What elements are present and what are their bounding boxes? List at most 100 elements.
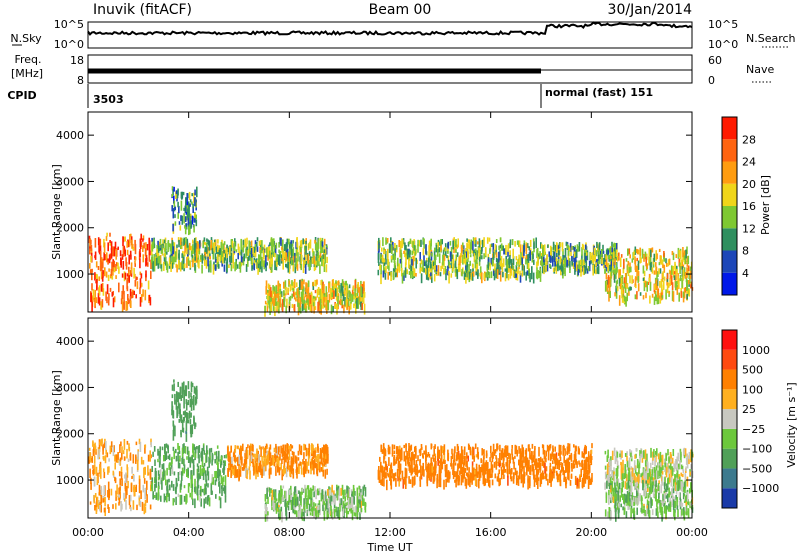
echo-cell-1 [153, 495, 156, 499]
echo-cell-3 [229, 451, 231, 462]
echo-cell-1 [180, 241, 183, 246]
echo-cell-5 [410, 451, 413, 460]
echo-cell-1 [317, 243, 319, 251]
echo-cell-5 [599, 250, 602, 258]
echo-cell-4 [450, 263, 452, 269]
nsearch-tick-top: 10^5 [708, 18, 738, 31]
echo-cell-1 [243, 253, 245, 262]
echo-cell-0 [130, 300, 132, 308]
echo-cell-5 [520, 476, 523, 484]
echo-cell-1 [172, 498, 175, 506]
echo-cell-0 [89, 452, 91, 460]
echo-cell-3 [272, 302, 275, 311]
echo-cell-1 [175, 455, 178, 462]
echo-cell-3 [276, 302, 279, 309]
echo-cell-1 [186, 238, 189, 246]
echo-cell-4 [519, 270, 521, 276]
echo-cell-3 [304, 463, 307, 467]
echo-cell-3 [290, 468, 293, 474]
echo-cell-4 [274, 491, 276, 502]
echo-cell-3 [289, 295, 292, 301]
echo-cell-0 [142, 238, 144, 242]
echo-cell-4 [399, 244, 402, 250]
echo-cell-6 [678, 292, 680, 302]
echo-cell-1 [205, 497, 207, 504]
echo-cell-6 [644, 280, 647, 288]
echo-cell-5 [594, 247, 596, 255]
echo-cell-4 [516, 261, 518, 267]
echo-cell-6 [646, 281, 648, 292]
echo-cell-3 [280, 445, 282, 454]
echo-cell-4 [384, 269, 387, 280]
echo-cell-1 [235, 261, 237, 270]
echo-cell-0 [106, 452, 109, 458]
echo-cell-1 [254, 244, 257, 251]
echo-cell-5 [419, 448, 422, 456]
echo-cell-3 [287, 287, 289, 294]
echo-cell-5 [584, 268, 587, 274]
echo-cell-4 [462, 242, 464, 249]
echo-cell-3 [356, 287, 359, 296]
echo-cell-5 [573, 250, 576, 259]
echo-cell-5 [436, 475, 439, 484]
echo-cell-0 [104, 447, 107, 451]
echo-cell-4 [346, 487, 349, 492]
echo-cell-4 [351, 491, 354, 496]
echo-cell-3 [313, 298, 315, 303]
echo-cell-5 [425, 445, 427, 455]
echo-cell-5 [503, 466, 505, 472]
echo-cell-2 [177, 201, 179, 208]
echo-cell-5 [560, 269, 562, 276]
echo-cell-3 [264, 305, 266, 313]
echo-cell-1 [171, 467, 174, 475]
echo-cell-5 [485, 467, 487, 475]
echo-cell-1 [193, 247, 195, 254]
echo-cell-4 [489, 244, 492, 252]
echo-cell-4 [495, 268, 498, 274]
echo-cell-5 [498, 479, 500, 487]
echo-cell-2 [186, 202, 188, 212]
echo-cell-1 [195, 237, 197, 245]
echo-cell-0 [126, 249, 129, 256]
echo-cell-5 [478, 473, 481, 480]
echo-cell-0 [92, 449, 95, 456]
echo-cell-4 [414, 245, 417, 256]
echo-cell-4 [400, 249, 402, 257]
echo-cell-5 [534, 448, 536, 458]
echo-cell-3 [340, 298, 342, 306]
echo-cell-5 [409, 464, 411, 473]
echo-cell-4 [421, 266, 424, 272]
echo-cell-6 [690, 452, 692, 463]
echo-cell-6 [659, 295, 661, 299]
echo-cell-4 [281, 512, 283, 523]
echo-cell-3 [290, 460, 292, 470]
freq-label-2: [MHz] [11, 67, 43, 80]
echo-cell-3 [286, 443, 289, 449]
echo-cell-4 [500, 243, 503, 251]
echo-cell-1 [250, 240, 253, 248]
echo-cell-4 [493, 273, 496, 281]
echo-cell-4 [272, 497, 274, 507]
echo-cell-4 [395, 244, 398, 250]
echo-cell-4 [519, 244, 522, 254]
echo-cell-1 [187, 483, 190, 493]
echo-cell-5 [595, 262, 597, 267]
echo-cell-1 [325, 264, 328, 273]
echo-cell-3 [360, 301, 362, 310]
echo-cell-0 [109, 232, 111, 237]
echo-cell-4 [515, 265, 518, 273]
echo-cell-5 [551, 451, 554, 457]
echo-cell-1 [166, 251, 168, 255]
echo-cell-5 [529, 475, 531, 486]
echo-cell-4 [387, 250, 389, 261]
echo-cell-3 [307, 291, 310, 299]
echo-cell-1 [263, 244, 266, 250]
echo-cell-3 [291, 445, 294, 449]
echo-cell-5 [474, 476, 477, 486]
echo-cell-1 [177, 472, 180, 478]
echo-cell-4 [496, 269, 499, 279]
echo-cell-5 [469, 478, 471, 488]
echo-cell-6 [657, 470, 659, 479]
echo-cell-5 [465, 479, 468, 489]
echo-cell-5 [476, 447, 479, 458]
